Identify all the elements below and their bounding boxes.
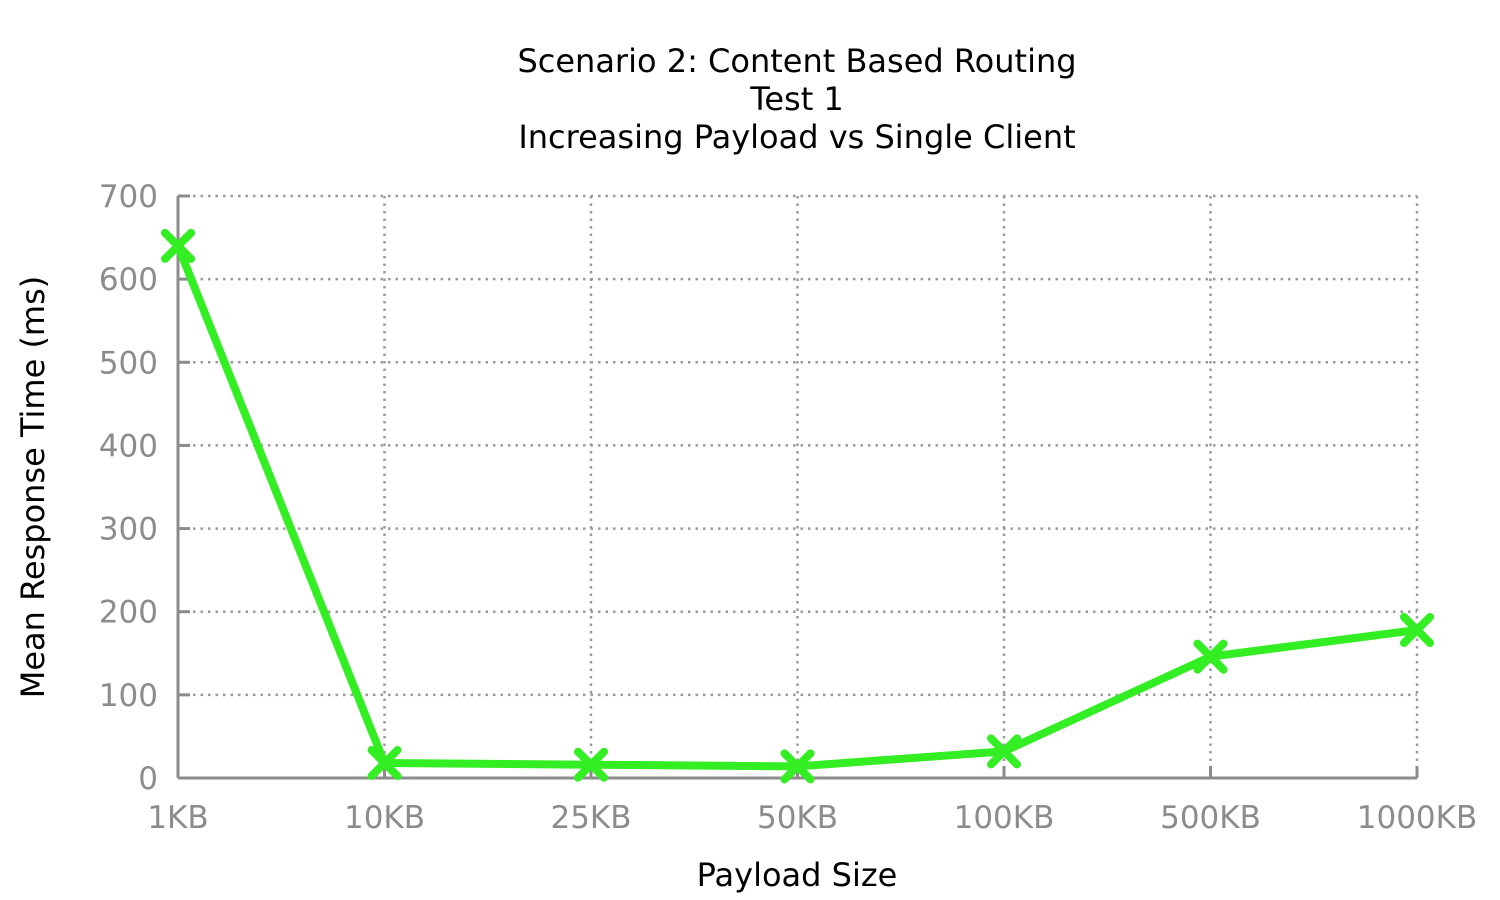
marker-stroke — [1193, 639, 1228, 674]
data-point-x-icon — [1193, 639, 1228, 674]
tick-labels: 0 100 200 300 400 500 600 700 1KB 10KB 25KB 50KB 100… — [99, 179, 1477, 836]
y-tick-label: 400 — [99, 428, 158, 464]
grid — [178, 194, 1419, 778]
y-axis-label: Mean Response Time (ms) — [14, 276, 52, 699]
data-point-x-icon — [987, 734, 1021, 769]
series-layer — [161, 228, 1434, 784]
marker-stroke — [1400, 613, 1434, 648]
marker-stroke — [780, 749, 815, 784]
x-tick-label: 100KB — [954, 800, 1055, 836]
marker-stroke — [574, 747, 608, 782]
data-point-x-icon — [161, 228, 195, 263]
chart-title-line-3: Increasing Payload vs Single Client — [518, 118, 1075, 156]
axes — [176, 194, 1419, 780]
data-point-x-icon — [780, 749, 815, 784]
x-tick-label: 500KB — [1160, 800, 1261, 836]
x-tick-label: 1KB — [147, 800, 208, 836]
marker-stroke — [367, 746, 402, 781]
chart-title-line-2: Test 1 — [749, 80, 844, 118]
data-point-x-icon — [367, 746, 402, 781]
x-tick-label: 1000KB — [1357, 800, 1478, 836]
marker-stroke — [987, 734, 1021, 769]
y-tick-label: 500 — [99, 345, 158, 381]
y-tick-label: 100 — [99, 678, 158, 714]
x-axis-label: Payload Size — [697, 856, 898, 894]
y-tick-label: 0 — [138, 761, 158, 797]
x-tick-label: 50KB — [757, 800, 838, 836]
y-tick-label: 700 — [99, 179, 158, 215]
chart-title: Scenario 2: Content Based Routing Test 1… — [517, 42, 1076, 156]
x-tick-label: 10KB — [344, 800, 425, 836]
y-tick-label: 600 — [99, 262, 158, 298]
x-tick-label: 25KB — [550, 800, 631, 836]
chart-title-line-1: Scenario 2: Content Based Routing — [517, 42, 1076, 80]
data-point-x-icon — [574, 747, 608, 782]
marker-stroke — [161, 228, 195, 263]
y-tick-label: 200 — [99, 595, 158, 631]
data-point-x-icon — [1400, 613, 1434, 648]
y-tick-label: 300 — [99, 512, 158, 548]
